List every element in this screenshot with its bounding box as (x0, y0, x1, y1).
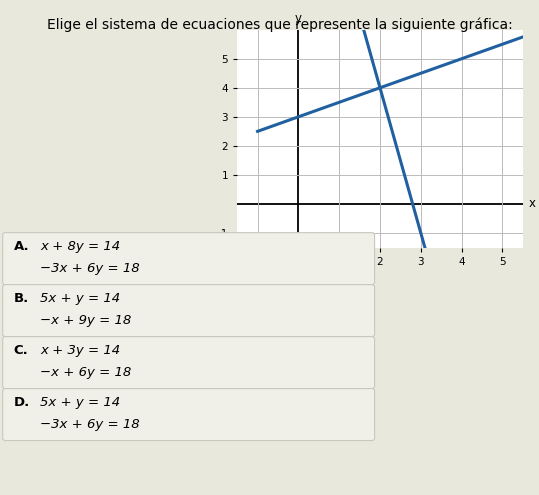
Text: 5x + y = 14: 5x + y = 14 (40, 396, 121, 409)
Text: −3x + 6y = 18: −3x + 6y = 18 (40, 262, 140, 276)
Text: C.: C. (13, 345, 28, 357)
Text: D.: D. (13, 396, 30, 409)
Text: A.: A. (13, 241, 29, 253)
Text: −3x + 6y = 18: −3x + 6y = 18 (40, 418, 140, 432)
Text: y: y (295, 12, 302, 25)
Text: −x + 6y = 18: −x + 6y = 18 (40, 366, 132, 380)
Text: Elige el sistema de ecuaciones que represente la siguiente gráfica:: Elige el sistema de ecuaciones que repre… (47, 17, 513, 32)
Text: x: x (529, 198, 536, 210)
Text: B.: B. (13, 293, 29, 305)
Text: x + 3y = 14: x + 3y = 14 (40, 345, 121, 357)
Text: −x + 9y = 18: −x + 9y = 18 (40, 314, 132, 328)
Text: 5x + y = 14: 5x + y = 14 (40, 293, 121, 305)
Text: x + 8y = 14: x + 8y = 14 (40, 241, 121, 253)
